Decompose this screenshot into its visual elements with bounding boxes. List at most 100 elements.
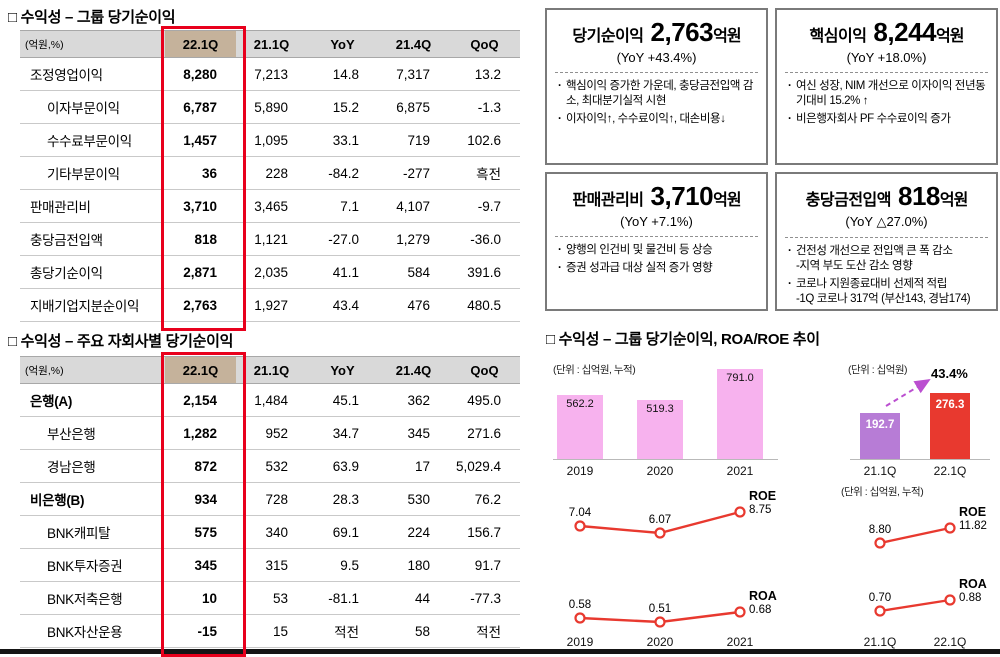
row-label: BNK자산운용 <box>20 614 165 648</box>
box-bullets: 양행의 인건비 및 물건비 등 상승증권 성과급 대상 실적 증가 영향 <box>557 243 756 277</box>
cell: 1,457 <box>165 123 236 157</box>
column-header-qoq: QoQ <box>449 30 520 58</box>
highlight-box: 핵심이익 8,244억원 (YoY +18.0%) 여신 성장, NIM 개선으로 이… <box>775 8 998 165</box>
point-value: 0.70 <box>868 592 892 604</box>
table-row: 은행(A) 2,154 1,484 45.1 362 495.0 <box>20 383 520 417</box>
point-value: 0.51 <box>648 603 672 615</box>
bar-value: 276.3 <box>935 399 965 411</box>
cell: -1.3 <box>449 90 520 124</box>
box-value: 3,710 <box>650 181 714 211</box>
cell: 53 <box>236 581 307 615</box>
row-label: BNK캐피탈 <box>20 515 165 549</box>
bar-21.1Q <box>860 413 900 459</box>
divider <box>555 71 758 73</box>
row-label: BNK투자증권 <box>20 548 165 582</box>
cell: 495.0 <box>449 383 520 417</box>
cell: 2,035 <box>236 255 307 289</box>
row-label: 지배기업지분순이익 <box>20 288 165 322</box>
box-headline: 당기순이익 2,763억원 <box>557 18 756 47</box>
bar-2021 <box>717 369 763 459</box>
table-row: 총당기순이익 2,871 2,035 41.1 584 391.6 <box>20 255 520 289</box>
cell: 872 <box>165 449 236 483</box>
table-row: 조정영업이익 8,280 7,213 14.8 7,317 13.2 <box>20 57 520 91</box>
cell: -81.1 <box>307 581 378 615</box>
box-value-unit: 억원 <box>713 28 741 45</box>
cell: 7.1 <box>307 189 378 223</box>
roe_annual-point <box>734 506 746 518</box>
bar-value: 791.0 <box>726 372 754 384</box>
point-value: 0.88 <box>959 592 982 604</box>
bullet: 양행의 인건비 및 물건비 등 상승 <box>557 243 756 258</box>
point-value: 0.58 <box>568 599 592 611</box>
row-label: 비은행(B) <box>20 482 165 516</box>
box-yoy: (YoY +7.1%) <box>620 213 693 229</box>
unit-label: (단위 : 십억원) <box>848 364 908 376</box>
cell: 2,154 <box>165 383 236 417</box>
cell: 818 <box>165 222 236 256</box>
group-section-title: □ 수익성 – 그룹 당기순이익 <box>8 9 176 26</box>
roe_annual-point <box>574 520 586 532</box>
roe_quarterly-line <box>879 526 951 545</box>
cell: 224 <box>378 515 449 549</box>
row-label: 이자부문이익 <box>20 90 165 124</box>
column-header-21-1q: 21.1Q <box>236 30 307 58</box>
cell: 6,787 <box>165 90 236 124</box>
subsidiary-net-income-table: (억원,%) 22.1Q 21.1Q YoY 21.4Q QoQ 은행(A) 2,154 1,4… <box>20 356 520 648</box>
roa_annual-point <box>734 606 746 618</box>
series-label: ROE <box>959 505 987 519</box>
cell: 584 <box>378 255 449 289</box>
cell: 3,710 <box>165 189 236 223</box>
series-label: ROA <box>959 577 987 591</box>
cell: 532 <box>236 449 307 483</box>
series-label: ROE <box>749 489 777 503</box>
cell: 271.6 <box>449 416 520 450</box>
cell: -27.0 <box>307 222 378 256</box>
bar-2019 <box>557 395 603 459</box>
table-row: BNK투자증권 345 315 9.5 180 91.7 <box>20 548 520 582</box>
cell: 적전 <box>449 614 520 648</box>
cell: 43.4 <box>307 288 378 322</box>
cell: 530 <box>378 482 449 516</box>
box-title: 충당금전입액 <box>805 192 892 209</box>
cell: 2,763 <box>165 288 236 322</box>
column-header-21-4q: 21.4Q <box>378 356 449 384</box>
category-label: 21.1Q <box>863 464 897 478</box>
box-bullets: 핵심이익 증가한 가운데, 충당금전입액 감소, 최대분기실적 시현이자이익↑,… <box>557 79 756 128</box>
bullet: 비은행자회사 PF 수수료이익 증가 <box>787 112 986 127</box>
table-row: 기타부문이익 36 228 -84.2 -277 흑전 <box>20 156 520 190</box>
box-value-unit: 억원 <box>939 192 968 209</box>
table-row: 이자부문이익 6,787 5,890 15.2 6,875 -1.3 <box>20 90 520 124</box>
cell: 102.6 <box>449 123 520 157</box>
bullet: 여신 성장, NIM 개선으로 이자이익 전년동기대비 15.2% ↑ <box>787 79 986 109</box>
category-label: 2021 <box>726 635 754 649</box>
box-yoy: (YoY +18.0%) <box>846 49 927 65</box>
cell: 10 <box>165 581 236 615</box>
cell: 33.1 <box>307 123 378 157</box>
cell: 34.7 <box>307 416 378 450</box>
row-label: 은행(A) <box>20 383 165 417</box>
table-unit-label: (억원,%) <box>20 356 165 384</box>
category-label: 2019 <box>566 635 594 649</box>
cell: 63.9 <box>307 449 378 483</box>
bar-22.1Q <box>930 393 970 459</box>
header-row: (억원,%) 22.1Q 21.1Q YoY 21.4Q QoQ <box>20 30 520 58</box>
cell: 9.5 <box>307 548 378 582</box>
cell: 1,095 <box>236 123 307 157</box>
column-header-21-1q: 21.1Q <box>236 356 307 384</box>
bullet: 핵심이익 증가한 가운데, 충당금전입액 감소, 최대분기실적 시현 <box>557 79 756 109</box>
box-value: 2,763 <box>650 17 714 47</box>
divider <box>555 235 758 237</box>
table-row: BNK자산운용 -15 15 적전 58 적전 <box>20 614 520 648</box>
cell: 1,282 <box>165 416 236 450</box>
cell: 362 <box>378 383 449 417</box>
column-header-21-4q: 21.4Q <box>378 30 449 58</box>
cell: 952 <box>236 416 307 450</box>
category-label: 2020 <box>646 635 674 649</box>
cell: 3,465 <box>236 189 307 223</box>
cell: 91.7 <box>449 548 520 582</box>
cell: 7,317 <box>378 57 449 91</box>
cell: -9.7 <box>449 189 520 223</box>
cell: 719 <box>378 123 449 157</box>
category-label: 21.1Q <box>863 635 897 649</box>
unit-label: (단위 : 십억원, 누적) <box>841 486 924 498</box>
